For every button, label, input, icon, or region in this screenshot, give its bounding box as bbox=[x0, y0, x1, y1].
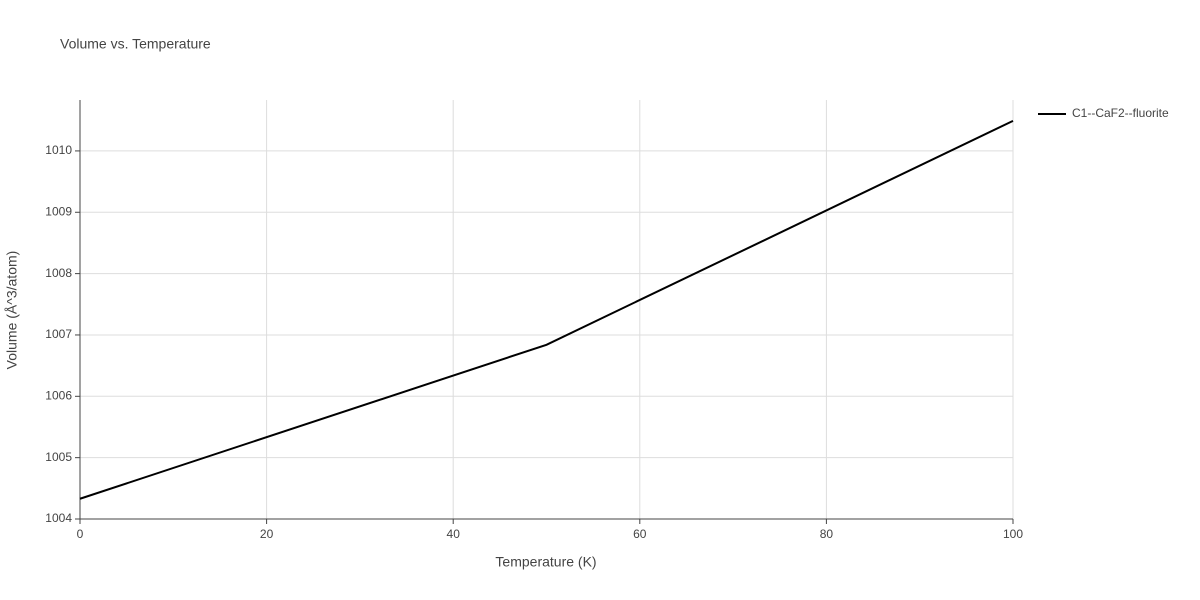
x-tick-label: 100 bbox=[1003, 527, 1023, 541]
line bbox=[79, 119, 1014, 500]
y-tick-label: 1008 bbox=[45, 266, 72, 280]
y-axis-label: Volume (Å^3/atom) bbox=[4, 251, 20, 370]
x-tick-label: 80 bbox=[820, 527, 834, 541]
x-tick-label: 20 bbox=[260, 527, 274, 541]
y-tick-label: 1004 bbox=[45, 511, 72, 525]
x-axis-label: Temperature (K) bbox=[495, 554, 596, 570]
y-tick-label: 1005 bbox=[45, 450, 72, 464]
y-tick-label: 1007 bbox=[45, 327, 72, 341]
legend-label: C1--CaF2--fluorite bbox=[1072, 106, 1169, 120]
x-tick-label: 40 bbox=[447, 527, 461, 541]
y-tick-label: 1006 bbox=[45, 388, 72, 402]
x-tick-label: 0 bbox=[77, 527, 84, 541]
chart-title: Volume vs. Temperature bbox=[60, 36, 211, 52]
x-tick-label: 60 bbox=[633, 527, 647, 541]
y-tick-label: 1009 bbox=[45, 204, 72, 218]
y-tick-label: 1010 bbox=[45, 143, 72, 157]
